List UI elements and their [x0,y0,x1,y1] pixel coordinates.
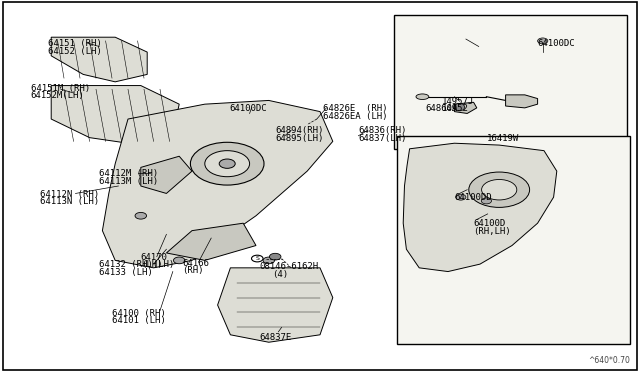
Polygon shape [403,143,557,272]
Text: 64836(RH): 64836(RH) [358,126,407,135]
Polygon shape [51,37,147,82]
Text: 64895(LH): 64895(LH) [275,134,324,143]
Text: 64100DC: 64100DC [229,104,267,113]
Text: (RH,LH): (RH,LH) [474,227,511,236]
Text: 64151M (RH): 64151M (RH) [31,84,90,93]
Text: S: S [255,256,259,261]
Polygon shape [141,156,192,193]
Text: 64152 (LH): 64152 (LH) [48,46,102,55]
Polygon shape [166,223,256,260]
Text: 64112N (RH): 64112N (RH) [40,190,99,199]
Text: 08146-6162H: 08146-6162H [259,262,318,271]
Ellipse shape [538,38,548,44]
Text: 64100DC: 64100DC [538,39,575,48]
Ellipse shape [173,257,185,264]
Text: 64101 (LH): 64101 (LH) [112,316,166,325]
Ellipse shape [219,159,236,168]
Text: 16419W: 16419W [486,134,518,143]
Text: 64837(LH): 64837(LH) [358,134,407,143]
Ellipse shape [263,257,275,264]
Ellipse shape [252,255,263,262]
Text: 64860A: 64860A [426,104,458,113]
Ellipse shape [482,180,517,200]
Text: 64152M(LH): 64152M(LH) [31,91,84,100]
Bar [397,136,630,344]
Ellipse shape [416,94,429,100]
Text: 64133 (LH): 64133 (LH) [99,268,153,277]
Ellipse shape [481,198,492,204]
Text: 64826E  (RH): 64826E (RH) [323,104,388,113]
Text: 64112M (RH): 64112M (RH) [99,169,158,178]
Text: (LH): (LH) [141,260,163,269]
Ellipse shape [135,212,147,219]
Text: 64113N (LH): 64113N (LH) [40,197,99,206]
Text: 64170: 64170 [141,253,168,262]
Ellipse shape [456,194,466,200]
Text: 64166: 64166 [182,259,209,267]
Text: ^640*0.70: ^640*0.70 [589,356,630,365]
Ellipse shape [205,151,250,177]
Text: 64894(RH): 64894(RH) [275,126,324,135]
Ellipse shape [269,253,281,260]
Text: (RH): (RH) [182,266,204,275]
Text: 64113M (LH): 64113M (LH) [99,177,158,186]
Text: 14957J: 14957J [442,97,474,106]
Text: 64151 (RH): 64151 (RH) [48,39,102,48]
Polygon shape [454,102,477,113]
Text: 64100D: 64100D [474,219,506,228]
Text: 64826EA (LH): 64826EA (LH) [323,112,388,121]
Text: 64100 (RH): 64100 (RH) [112,309,166,318]
Polygon shape [102,100,333,268]
Text: (4): (4) [272,270,288,279]
Ellipse shape [191,142,264,185]
Text: 64837E: 64837E [259,333,291,342]
Text: 64132 (RH)(LH): 64132 (RH)(LH) [99,260,175,269]
Polygon shape [51,86,179,145]
Ellipse shape [454,103,465,111]
Polygon shape [506,95,538,108]
Text: 64100DD: 64100DD [454,193,492,202]
Bar [394,15,627,149]
Text: 14952: 14952 [442,104,468,113]
Polygon shape [218,268,333,342]
Ellipse shape [469,172,530,208]
